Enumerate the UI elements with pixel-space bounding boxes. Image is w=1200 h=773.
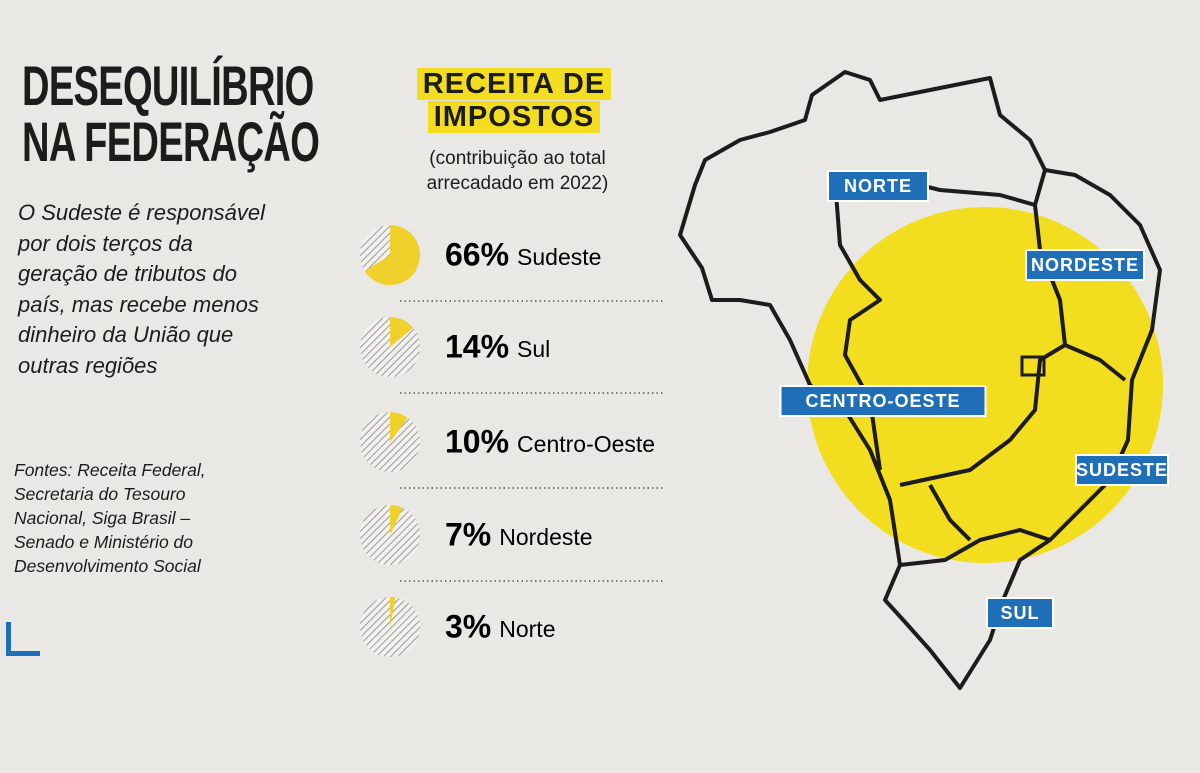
pie-slice	[390, 597, 396, 627]
pie-slice	[390, 317, 414, 347]
chart-title: RECEITA DE IMPOSTOS	[404, 68, 624, 134]
map	[678, 70, 1163, 690]
category-label: Sul	[517, 336, 550, 362]
pie-slice	[390, 412, 408, 442]
category-label: Centro-Oeste	[517, 431, 655, 457]
category-label: Norte	[499, 616, 555, 642]
pie-slice	[364, 225, 421, 286]
value-label: 10%	[445, 423, 509, 459]
map-district	[1020, 355, 1046, 377]
region-label-bg	[1025, 249, 1145, 281]
value-label: 7%	[445, 516, 491, 552]
region-label: CENTRO-OESTE	[805, 391, 960, 411]
map-border	[928, 484, 972, 542]
map-border	[899, 528, 1051, 567]
region-label: SUL	[1001, 603, 1040, 623]
value-label: 66%	[445, 236, 509, 272]
region-label-bg	[827, 170, 929, 202]
region-label-bg	[986, 597, 1054, 629]
category-label: Sudeste	[517, 244, 601, 270]
region-label-bg	[1075, 454, 1169, 486]
chart-title-text: RECEITA DE IMPOSTOS	[416, 68, 612, 133]
region-label: NORTE	[844, 176, 912, 196]
headline: DESEQUILÍBRIO NA FEDERAÇÃO	[22, 54, 320, 173]
sources: Fontes: Receita Federal, Secretaria do T…	[14, 460, 206, 576]
corner-mark	[6, 622, 40, 656]
region-label-bg	[779, 385, 987, 417]
body-text: O Sudeste é responsável por dois terços …	[18, 200, 266, 378]
category-label: Nordeste	[499, 524, 592, 550]
region-label: SUDESTE	[1076, 460, 1168, 480]
value-label: 14%	[445, 328, 509, 364]
chart-subtitle: (contribuição ao total arrecadado em 202…	[426, 148, 609, 194]
region-label: NORDESTE	[1031, 255, 1139, 275]
value-label: 3%	[445, 608, 491, 644]
pie-slice	[390, 505, 403, 535]
map-border	[1064, 343, 1127, 382]
